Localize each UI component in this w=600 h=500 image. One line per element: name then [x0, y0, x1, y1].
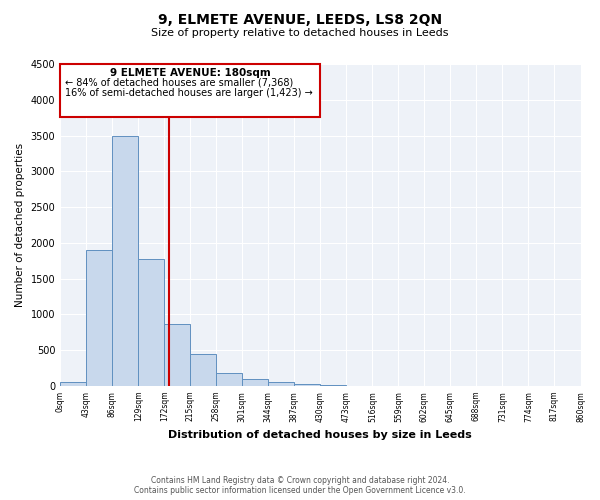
Bar [164, 324, 190, 386]
Text: ← 84% of detached houses are smaller (7,368): ← 84% of detached houses are smaller (7,… [65, 78, 293, 88]
Bar [320, 385, 346, 386]
Y-axis label: Number of detached properties: Number of detached properties [15, 143, 25, 307]
Text: Contains HM Land Registry data © Crown copyright and database right 2024.
Contai: Contains HM Land Registry data © Crown c… [134, 476, 466, 495]
FancyBboxPatch shape [60, 64, 320, 117]
Bar [295, 384, 320, 386]
Text: 16% of semi-detached houses are larger (1,423) →: 16% of semi-detached houses are larger (… [65, 88, 313, 98]
Bar [112, 136, 138, 386]
Text: 9, ELMETE AVENUE, LEEDS, LS8 2QN: 9, ELMETE AVENUE, LEEDS, LS8 2QN [158, 12, 442, 26]
Bar [216, 374, 242, 386]
Text: Size of property relative to detached houses in Leeds: Size of property relative to detached ho… [151, 28, 449, 38]
Bar [86, 250, 112, 386]
X-axis label: Distribution of detached houses by size in Leeds: Distribution of detached houses by size … [169, 430, 472, 440]
Bar [190, 354, 216, 386]
Bar [60, 382, 86, 386]
Bar [138, 258, 164, 386]
Text: 9 ELMETE AVENUE: 180sqm: 9 ELMETE AVENUE: 180sqm [110, 68, 271, 78]
Bar [242, 380, 268, 386]
Bar [268, 382, 295, 386]
